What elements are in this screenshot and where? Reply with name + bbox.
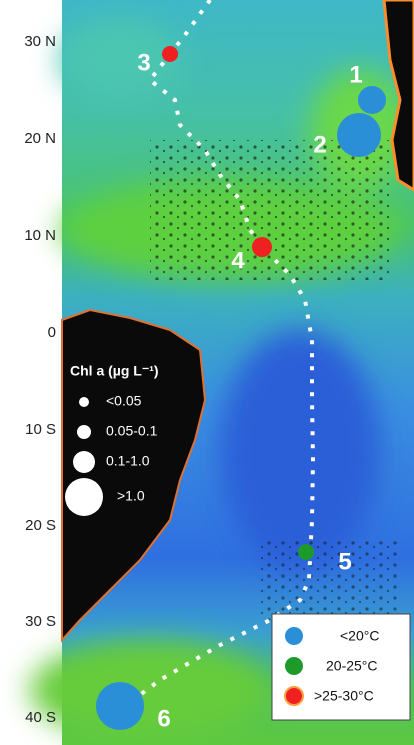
latitude-labels: 30 N 20 N 10 N 0 10 S 20 S 30 S 40 S bbox=[24, 33, 56, 726]
station-label: 4 bbox=[231, 247, 245, 274]
cloud-speckle bbox=[150, 140, 390, 280]
lat-label: 20 S bbox=[25, 517, 56, 534]
lat-label: 20 N bbox=[24, 130, 56, 147]
cloud-speckle bbox=[260, 540, 400, 620]
station-label: 3 bbox=[137, 49, 150, 76]
lat-label: 0 bbox=[48, 324, 56, 341]
temp-legend-symbol bbox=[285, 627, 303, 645]
chl-legend-symbol bbox=[73, 451, 95, 473]
station-marker bbox=[252, 237, 272, 257]
chl-legend-label: 0.1-1.0 bbox=[106, 453, 150, 469]
lat-label: 10 N bbox=[24, 227, 56, 244]
temp-legend-label: 20-25°C bbox=[326, 658, 378, 674]
lat-label: 30 N bbox=[24, 33, 56, 50]
temp-legend-label: >25-30°C bbox=[314, 688, 374, 704]
chl-legend-label: >1.0 bbox=[117, 488, 145, 504]
chl-legend-title: Chl a (µg L⁻¹) bbox=[70, 363, 159, 379]
chl-legend-symbol bbox=[77, 425, 91, 439]
chl-legend-label: <0.05 bbox=[106, 393, 142, 409]
temp-legend-label: <20°C bbox=[340, 628, 379, 644]
temp-legend-symbol bbox=[285, 657, 303, 675]
lat-label: 40 S bbox=[25, 709, 56, 726]
station-label: 6 bbox=[157, 705, 170, 732]
lat-label: 10 S bbox=[25, 421, 56, 438]
chl-legend-label: 0.05-0.1 bbox=[106, 423, 158, 439]
station-marker bbox=[96, 682, 144, 730]
chl-legend-symbol bbox=[79, 397, 89, 407]
chl-legend-symbol bbox=[65, 478, 103, 516]
station-label: 2 bbox=[313, 131, 326, 158]
station-label: 1 bbox=[349, 61, 362, 88]
station-marker bbox=[298, 544, 314, 560]
station-marker bbox=[337, 113, 381, 157]
station-label: 5 bbox=[338, 548, 351, 575]
map-figure: 30 N 20 N 10 N 0 10 S 20 S 30 S 40 S 1 2… bbox=[0, 0, 414, 745]
station-marker bbox=[358, 86, 386, 114]
lat-label: 30 S bbox=[25, 613, 56, 630]
temp-legend: <20°C 20-25°C >25-30°C bbox=[272, 614, 410, 720]
station-marker bbox=[162, 46, 178, 62]
temp-legend-symbol bbox=[285, 687, 303, 705]
